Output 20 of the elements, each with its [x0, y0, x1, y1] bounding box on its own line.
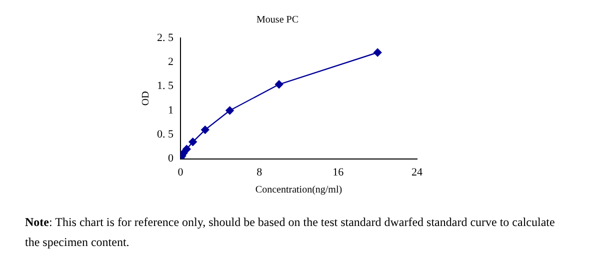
- y-tick-label: 1: [168, 104, 174, 116]
- point: [182, 145, 191, 154]
- x-axis-title: Concentration(ng/ml): [255, 184, 342, 196]
- y-tick-label: 0. 5: [157, 128, 174, 141]
- point: [373, 48, 382, 57]
- y-tick-label: 0: [168, 152, 174, 165]
- y-tick-label: 2. 5: [157, 32, 174, 44]
- y-axis-title: OD: [140, 91, 152, 106]
- point: [226, 106, 234, 115]
- x-tick-label: 16: [332, 166, 344, 178]
- point: [188, 138, 197, 146]
- point: [201, 126, 210, 134]
- y-tick-label: 1. 5: [157, 80, 174, 92]
- point: [274, 80, 284, 88]
- text: Note: This chart is for reference only, should be based on the test standard dwarfed standard curve to calculate the specimen content.: [25, 215, 555, 249]
- x-tick-label: 24: [412, 166, 423, 178]
- x-tick-label: 0: [178, 166, 184, 178]
- x-tick-label: 8: [256, 166, 263, 178]
- y-tick-label: 2: [168, 56, 174, 68]
- chart-title: Mouse PC: [256, 14, 299, 26]
